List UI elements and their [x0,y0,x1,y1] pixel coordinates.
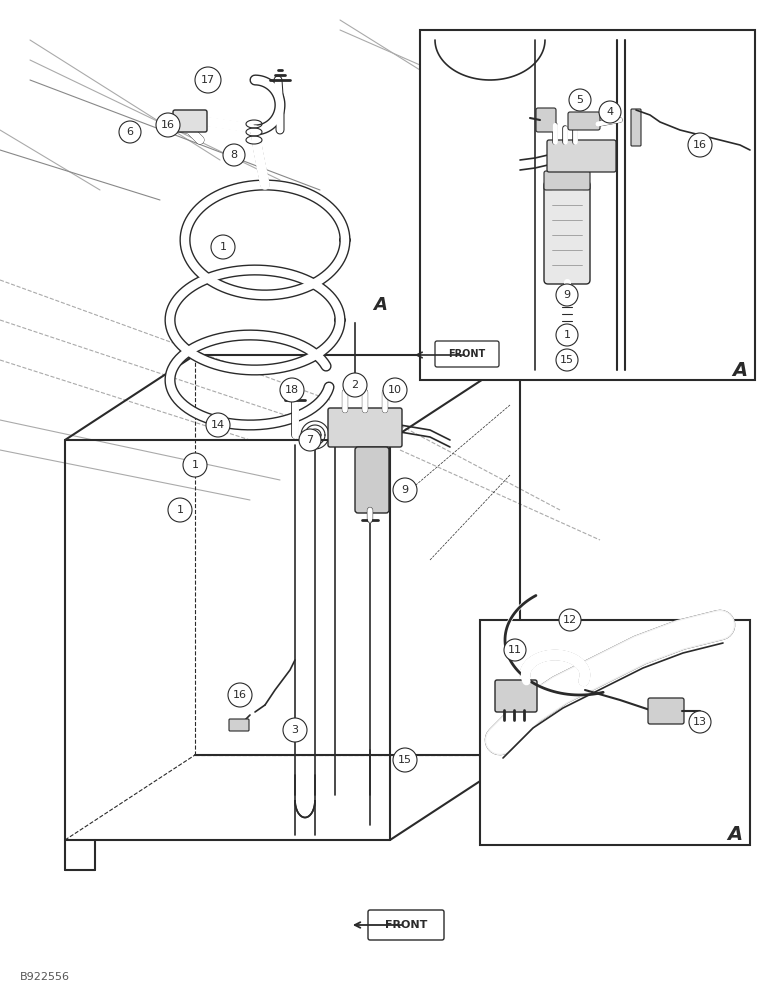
FancyBboxPatch shape [435,341,499,367]
Text: 7: 7 [306,435,313,445]
Text: 3: 3 [292,725,299,735]
Text: 16: 16 [233,690,247,700]
Text: FRONT: FRONT [449,349,486,359]
Text: A: A [727,826,743,844]
Text: B922556: B922556 [20,972,70,982]
Circle shape [195,67,221,93]
Circle shape [393,748,417,772]
FancyBboxPatch shape [495,680,537,712]
Circle shape [156,113,180,137]
FancyBboxPatch shape [544,171,590,190]
Text: 2: 2 [351,380,358,390]
Text: 9: 9 [401,485,408,495]
Text: 16: 16 [161,120,175,130]
Text: 16: 16 [693,140,707,150]
Circle shape [559,609,581,631]
Text: 10: 10 [388,385,402,395]
Text: 14: 14 [211,420,225,430]
FancyBboxPatch shape [568,112,600,130]
Text: 6: 6 [127,127,134,137]
Circle shape [280,378,304,402]
Circle shape [206,413,230,437]
Circle shape [393,478,417,502]
FancyBboxPatch shape [631,109,641,146]
Circle shape [688,133,712,157]
Circle shape [183,453,207,477]
Text: 13: 13 [693,717,707,727]
FancyBboxPatch shape [547,140,616,172]
Text: 1: 1 [564,330,571,340]
Circle shape [223,144,245,166]
Circle shape [689,711,711,733]
FancyBboxPatch shape [648,698,684,724]
Bar [420,30,755,380]
Circle shape [383,378,407,402]
Text: 1: 1 [219,242,226,252]
Circle shape [299,429,321,451]
Text: 15: 15 [398,755,412,765]
Text: 18: 18 [285,385,299,395]
Circle shape [283,718,307,742]
Circle shape [556,349,578,371]
Text: 4: 4 [607,107,614,117]
FancyBboxPatch shape [536,108,556,132]
Circle shape [119,121,141,143]
FancyBboxPatch shape [368,910,444,940]
Text: 9: 9 [564,290,571,300]
Text: 5: 5 [577,95,584,105]
Text: A: A [733,360,747,379]
Text: A: A [373,296,387,314]
Text: 17: 17 [201,75,215,85]
Text: 1: 1 [191,460,198,470]
Circle shape [556,324,578,346]
FancyBboxPatch shape [355,447,389,513]
Circle shape [599,101,621,123]
FancyBboxPatch shape [544,181,590,284]
Circle shape [504,639,526,661]
Circle shape [228,683,252,707]
Circle shape [168,498,192,522]
Text: 15: 15 [560,355,574,365]
Text: 12: 12 [563,615,577,625]
Text: FRONT: FRONT [384,920,427,930]
Bar [480,620,750,845]
FancyBboxPatch shape [229,719,249,731]
Text: 8: 8 [230,150,238,160]
Circle shape [343,373,367,397]
Text: 11: 11 [508,645,522,655]
Circle shape [556,284,578,306]
Circle shape [569,89,591,111]
FancyBboxPatch shape [328,408,402,447]
Circle shape [211,235,235,259]
FancyBboxPatch shape [173,110,207,132]
Text: 1: 1 [177,505,184,515]
